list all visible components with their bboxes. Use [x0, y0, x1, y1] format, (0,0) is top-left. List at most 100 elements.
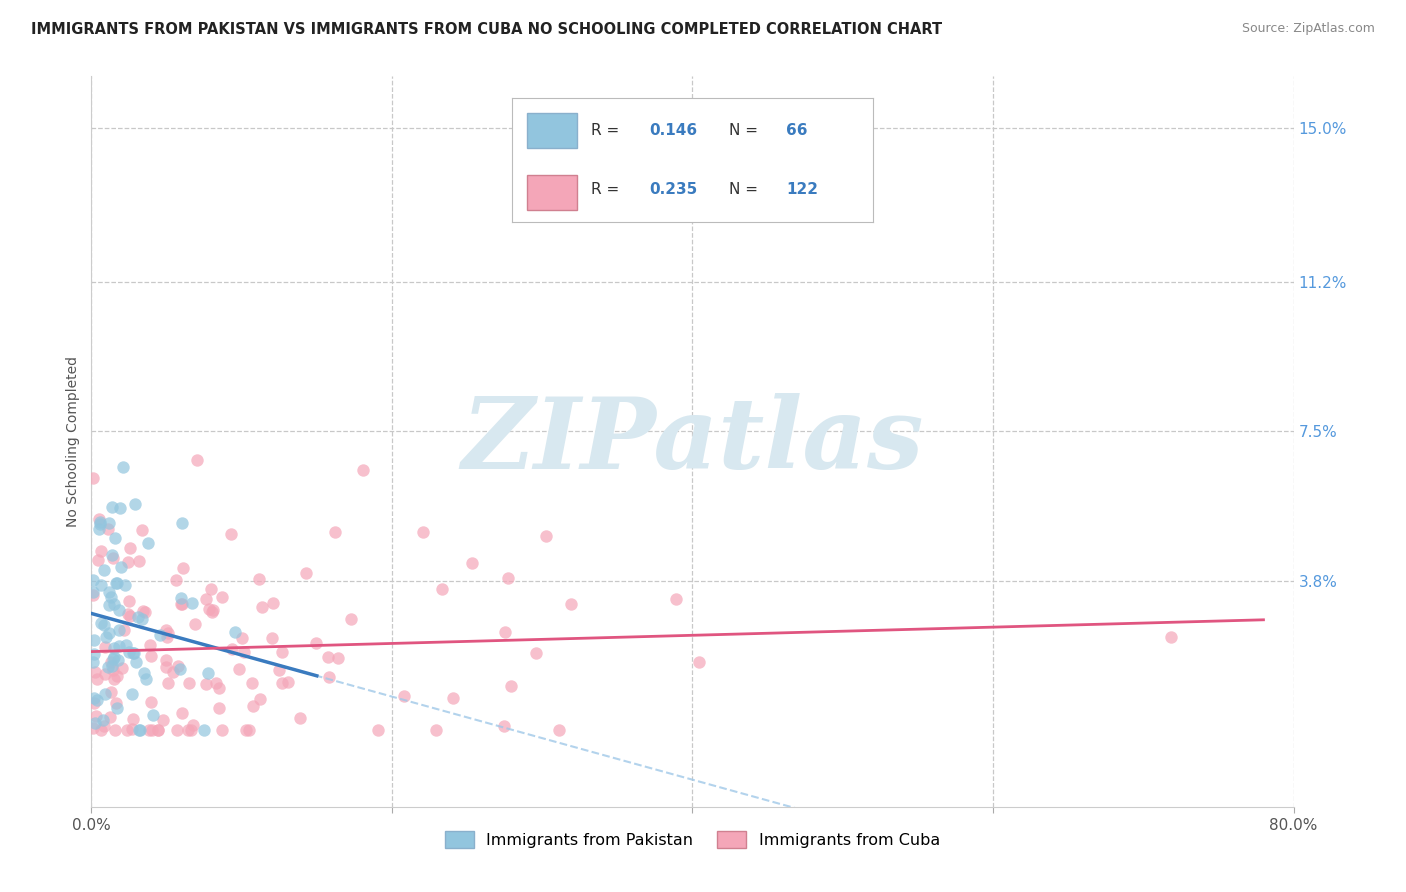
Point [157, 675, 180, 690]
Point [290, 711, 312, 725]
Point [103, 551, 125, 566]
Point [108, 623, 131, 637]
Point [128, 723, 150, 738]
Point [103, 673, 125, 687]
Point [117, 594, 139, 608]
Point [83, 633, 105, 648]
Point [121, 723, 143, 737]
Point [146, 723, 169, 738]
Point [97, 660, 120, 674]
Point [87, 553, 110, 567]
Point [120, 609, 142, 624]
Point [132, 604, 155, 618]
Point [134, 605, 156, 619]
Text: Source: ZipAtlas.com: Source: ZipAtlas.com [1241, 22, 1375, 36]
Point [138, 723, 160, 738]
Point [157, 625, 180, 640]
Point [82, 655, 104, 669]
Point [323, 525, 346, 540]
Point [141, 649, 163, 664]
Point [152, 713, 174, 727]
Point [339, 612, 361, 626]
Point [166, 723, 188, 738]
Point [211, 723, 233, 738]
Point [412, 524, 434, 539]
Point [114, 578, 136, 592]
Text: IMMIGRANTS FROM PAKISTAN VS IMMIGRANTS FROM CUBA NO SCHOOLING COMPLETED CORRELAT: IMMIGRANTS FROM PAKISTAN VS IMMIGRANTS F… [31, 22, 942, 37]
Point [262, 597, 284, 611]
Point [97, 626, 120, 640]
Point [224, 624, 246, 639]
Point [90, 723, 112, 738]
Legend: Immigrants from Pakistan, Immigrants from Cuba: Immigrants from Pakistan, Immigrants fro… [439, 825, 946, 855]
Point [205, 675, 228, 690]
Point [128, 554, 150, 568]
Point [94, 687, 117, 701]
Point [247, 572, 270, 586]
Point [86, 672, 108, 686]
Point [181, 596, 204, 610]
Point [316, 650, 339, 665]
Point [169, 662, 191, 676]
Point [128, 723, 150, 738]
Point [425, 723, 447, 738]
Point [155, 631, 177, 645]
Point [122, 646, 145, 660]
Point [238, 723, 260, 738]
Point [499, 680, 522, 694]
Point [98, 710, 121, 724]
Point [547, 723, 569, 738]
Point [208, 681, 231, 696]
Point [100, 655, 122, 669]
Point [170, 597, 193, 611]
Point [146, 723, 169, 738]
Point [441, 691, 464, 706]
Point [91, 713, 114, 727]
Point [83, 647, 105, 661]
Point [494, 625, 516, 640]
Point [101, 658, 124, 673]
Point [201, 605, 224, 619]
Point [270, 645, 292, 659]
Point [84, 716, 107, 731]
Point [155, 623, 177, 637]
Point [125, 655, 148, 669]
Point [111, 661, 134, 675]
Point [100, 549, 122, 563]
Point [305, 636, 328, 650]
Point [94, 630, 117, 644]
Point [131, 523, 153, 537]
Point [172, 561, 194, 575]
Point [141, 723, 163, 738]
Point [86, 693, 108, 707]
Point [107, 653, 129, 667]
Point [118, 645, 141, 659]
Point [249, 691, 271, 706]
Point [233, 645, 256, 659]
Point [181, 717, 204, 731]
Point [170, 597, 193, 611]
Point [101, 663, 124, 677]
Point [392, 689, 415, 703]
Point [526, 646, 548, 660]
Point [89, 511, 111, 525]
Point [162, 665, 184, 679]
Y-axis label: No Schooling Completed: No Schooling Completed [66, 356, 80, 527]
Text: ZIPatlas: ZIPatlas [461, 393, 924, 490]
Point [142, 708, 165, 723]
Point [271, 675, 294, 690]
Point [90, 578, 112, 592]
Point [536, 529, 558, 543]
Point [97, 598, 120, 612]
Point [149, 628, 172, 642]
Point [84, 665, 107, 679]
Point [170, 706, 193, 720]
Point [117, 723, 139, 738]
Point [211, 590, 233, 604]
Point [105, 697, 128, 711]
Point [117, 555, 139, 569]
Point [135, 672, 157, 686]
Point [117, 607, 139, 621]
Point [93, 617, 115, 632]
Point [318, 670, 340, 684]
